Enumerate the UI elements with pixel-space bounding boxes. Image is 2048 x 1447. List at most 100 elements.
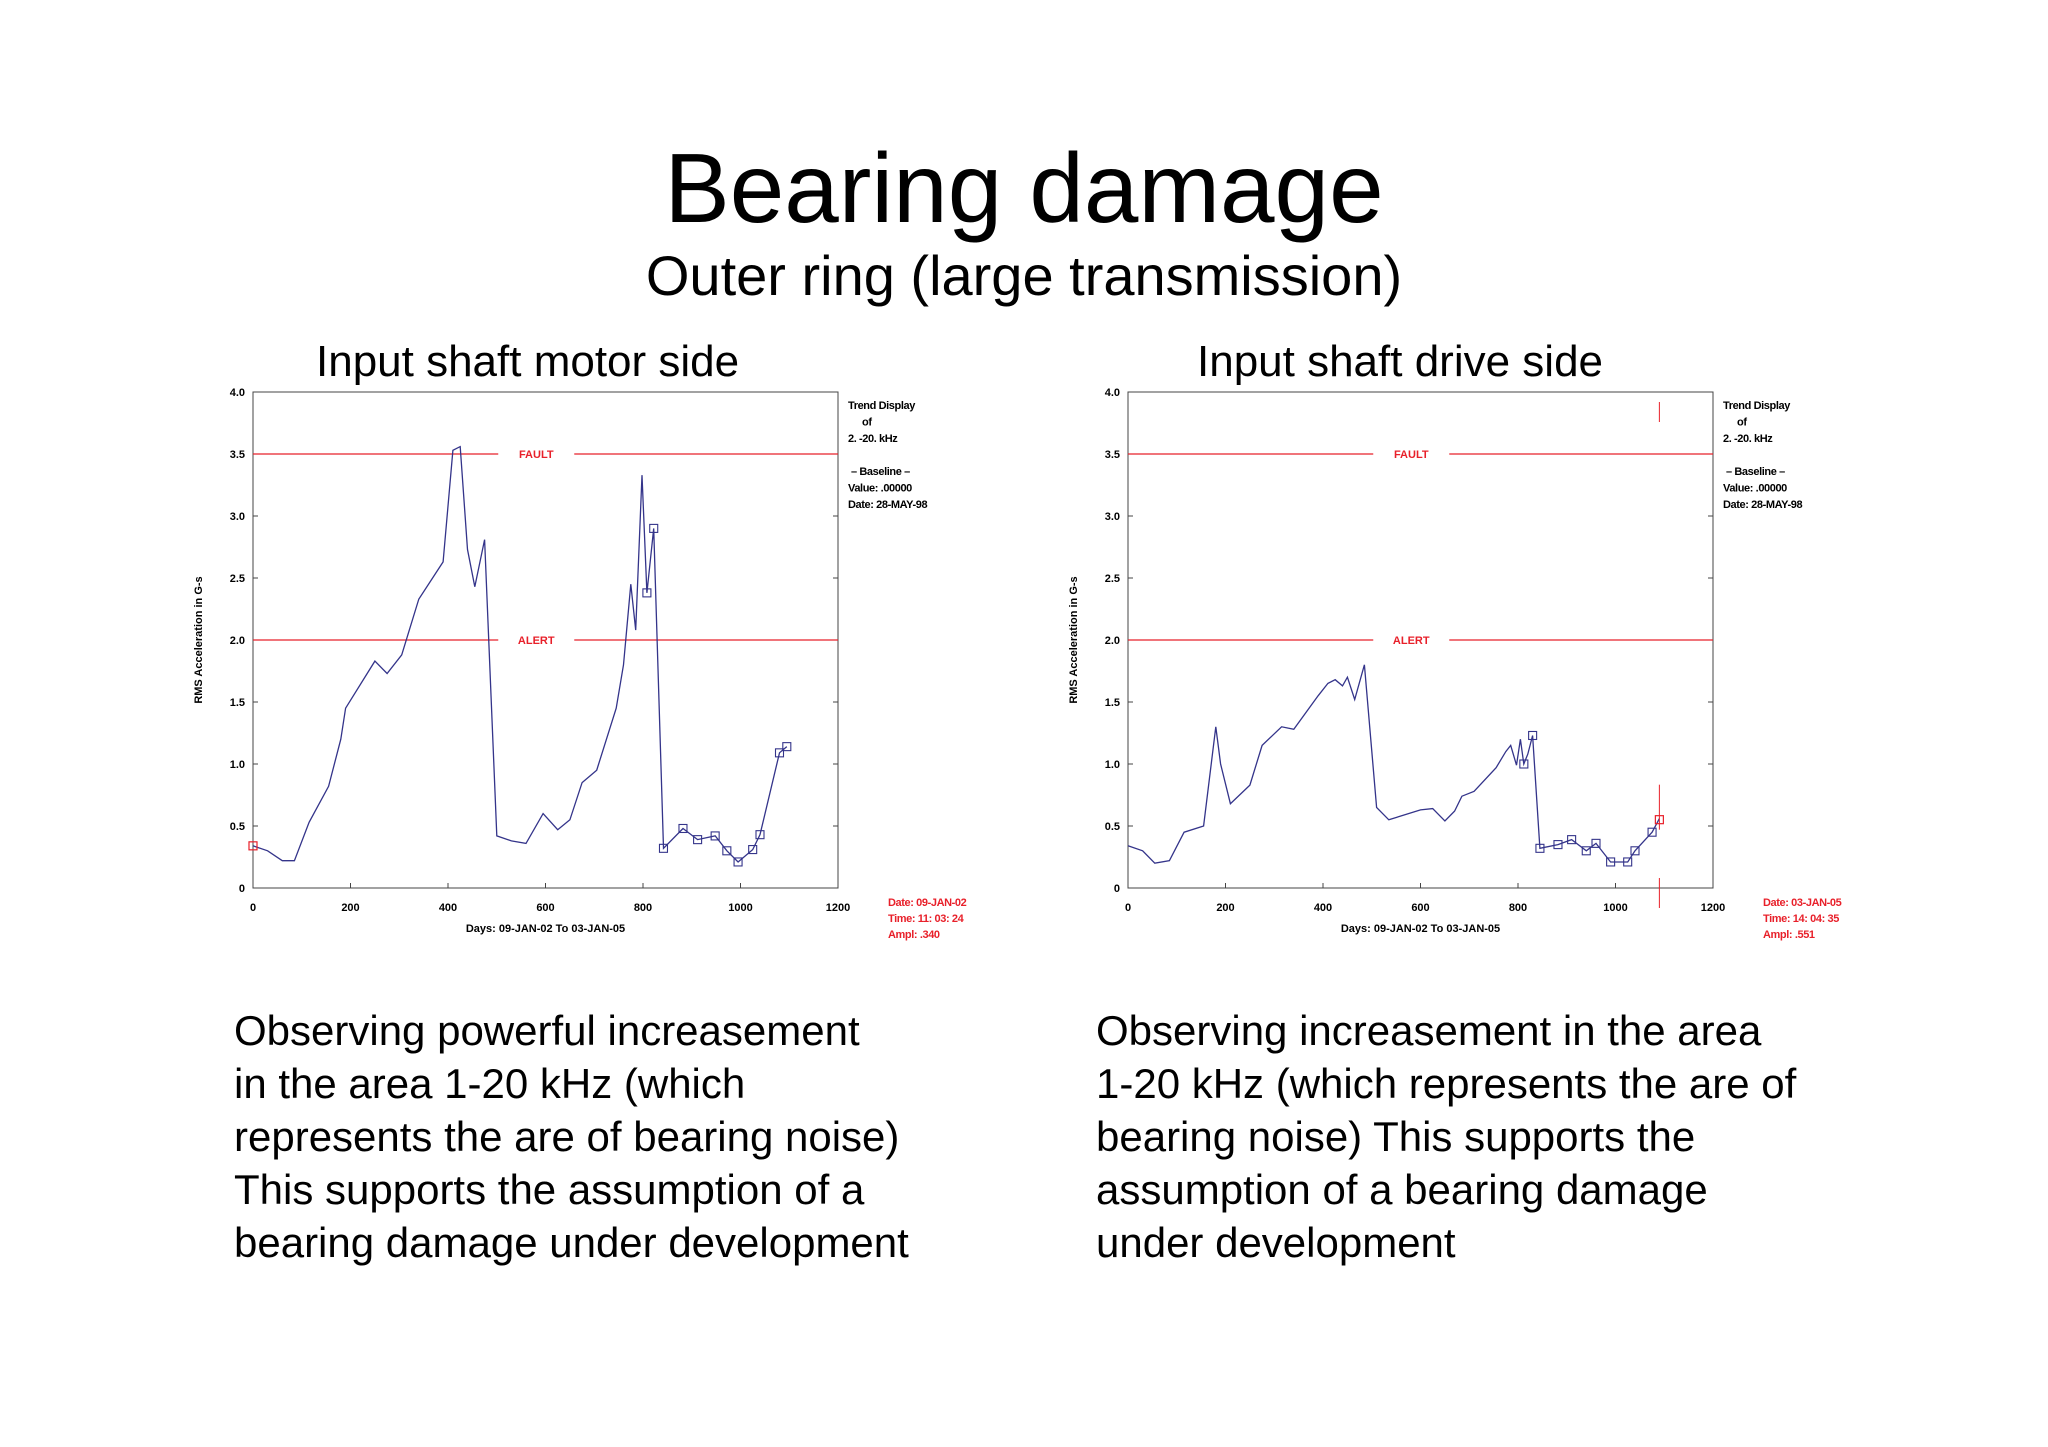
y-tick-label: 4.0 (1105, 387, 1120, 399)
description-line: This supports the assumption of a (234, 1166, 865, 1213)
data-point-marker (722, 846, 732, 856)
description-line: in the area 1-20 kHz (which (234, 1060, 746, 1107)
description-line: assumption of a bearing damage (1096, 1166, 1708, 1213)
threshold-label: ALERT (518, 635, 555, 647)
y-tick-label: 4.0 (230, 387, 245, 399)
trend-info-line: Date: 28-MAY-98 (1723, 499, 1802, 511)
cursor-readout-line: Time: 14: 04: 35 (1763, 913, 1839, 925)
description-line: bearing noise) This supports the (1096, 1113, 1696, 1160)
data-point-marker (658, 843, 669, 853)
data-point-marker (1535, 843, 1545, 853)
trend-info-line: of (862, 417, 872, 429)
trend-info-line: 2. -20. kHz (848, 433, 898, 445)
trend-chart-motor-side: 0 0.5 1.0 1.5 2.0 2.5 3.0 3.5 4.0 0 200 400 600 800 10… (193, 387, 967, 941)
y-axis-label: RMS Acceleration in G-s (193, 576, 205, 703)
trend-info-line: Trend Display (848, 400, 916, 412)
data-point-marker (733, 857, 743, 867)
y-tick-label: 1.5 (1105, 697, 1120, 709)
cursor-readout-line: Ampl: .340 (888, 929, 940, 941)
y-tick-label: 1.0 (1105, 759, 1120, 771)
left-description: Observing powerful increasement in the a… (234, 1004, 954, 1269)
description-line: under development (1096, 1219, 1456, 1266)
data-point-marker (1623, 857, 1633, 867)
description-line: bearing damage under development (234, 1219, 909, 1266)
trend-info-line: Date: 28-MAY-98 (848, 499, 927, 511)
y-tick-label: 0 (1114, 883, 1120, 895)
cursor-readout-line: Date: 03-JAN-05 (1763, 897, 1842, 909)
data-point-marker (649, 523, 659, 533)
threshold-label: FAULT (519, 449, 554, 461)
trend-info-line: Value: .00000 (848, 483, 912, 495)
x-tick-label: 1000 (728, 902, 752, 914)
data-point-marker (642, 588, 652, 598)
x-tick-label: 1200 (826, 902, 850, 914)
x-tick-label: 800 (1509, 902, 1527, 914)
trend-series-line (252, 445, 788, 863)
x-tick-label: 1200 (1701, 902, 1725, 914)
y-tick-label: 2.0 (230, 635, 245, 647)
x-axis-label: Days: 09-JAN-02 To 03-JAN-05 (1341, 923, 1500, 935)
right-panel-title: Input shaft drive side (1197, 337, 1604, 386)
x-tick-label: 200 (1216, 902, 1234, 914)
data-point-marker (774, 748, 785, 758)
data-point-marker (710, 831, 720, 841)
right-description: Observing increasement in the area 1-20 … (1096, 1004, 1856, 1269)
threshold-label: ALERT (1393, 635, 1430, 647)
y-tick-label: 2.5 (230, 573, 245, 585)
slide-title: Bearing damage (664, 133, 1384, 243)
data-point-marker (1630, 846, 1640, 856)
data-point-marker (755, 830, 765, 840)
description-line: Observing powerful increasement (234, 1007, 860, 1054)
trend-info-line: Value: .00000 (1723, 483, 1787, 495)
y-tick-label: 0 (239, 883, 245, 895)
data-point-marker (1581, 846, 1591, 856)
y-tick-label: 1.0 (230, 759, 245, 771)
x-tick-label: 800 (634, 902, 652, 914)
x-tick-label: 0 (250, 902, 256, 914)
data-point-marker (693, 835, 703, 845)
x-tick-label: 1000 (1603, 902, 1627, 914)
data-point-marker (1553, 840, 1563, 850)
data-point-marker (1647, 827, 1657, 837)
y-tick-label: 1.5 (230, 697, 245, 709)
y-axis-label: RMS Acceleration in G-s (1068, 576, 1080, 703)
trend-chart-drive-side: 0 0.5 1.0 1.5 2.0 2.5 3.0 3.5 4.0 0 200 400 600 800 10… (1068, 387, 1842, 941)
y-tick-label: 3.0 (230, 511, 245, 523)
x-tick-label: 200 (341, 902, 359, 914)
cursor-readout-line: Ampl: .551 (1763, 929, 1815, 941)
description-line: 1-20 kHz (which represents the are of (1096, 1060, 1797, 1107)
data-point-marker (1567, 835, 1577, 845)
slide-subtitle: Outer ring (large transmission) (645, 244, 1403, 307)
data-point-marker (1519, 759, 1529, 769)
trend-info-line: of (1737, 417, 1747, 429)
data-point-marker (678, 823, 688, 834)
x-tick-label: 600 (536, 902, 554, 914)
data-point-marker (1591, 838, 1601, 848)
x-tick-label: 400 (1314, 902, 1332, 914)
data-point-marker (1606, 857, 1616, 867)
left-panel-title: Input shaft motor side (316, 337, 740, 386)
y-tick-label: 3.5 (1105, 449, 1120, 461)
y-tick-label: 0.5 (1105, 821, 1120, 833)
data-point-marker (782, 742, 792, 752)
x-tick-label: 0 (1125, 902, 1131, 914)
cursor-readout-line: Time: 11: 03: 24 (888, 913, 965, 925)
y-tick-label: 0.5 (230, 821, 245, 833)
y-tick-label: 2.5 (1105, 573, 1120, 585)
data-point-marker (748, 845, 758, 855)
description-line: represents the are of bearing noise) (234, 1113, 900, 1160)
trend-info-line: – Baseline – (1726, 466, 1785, 478)
trend-info-line: – Baseline – (851, 466, 910, 478)
cursor-marker (248, 841, 258, 851)
trend-info-line: 2. -20. kHz (1723, 433, 1773, 445)
data-point-marker (1528, 730, 1538, 741)
y-tick-label: 3.0 (1105, 511, 1120, 523)
trend-series-line (1127, 664, 1660, 864)
y-tick-label: 3.5 (230, 449, 245, 461)
description-line: Observing increasement in the area (1096, 1007, 1762, 1054)
x-axis-label: Days: 09-JAN-02 To 03-JAN-05 (466, 923, 625, 935)
x-tick-label: 600 (1411, 902, 1429, 914)
x-tick-label: 400 (439, 902, 457, 914)
y-tick-label: 2.0 (1105, 635, 1120, 647)
threshold-label: FAULT (1394, 449, 1429, 461)
